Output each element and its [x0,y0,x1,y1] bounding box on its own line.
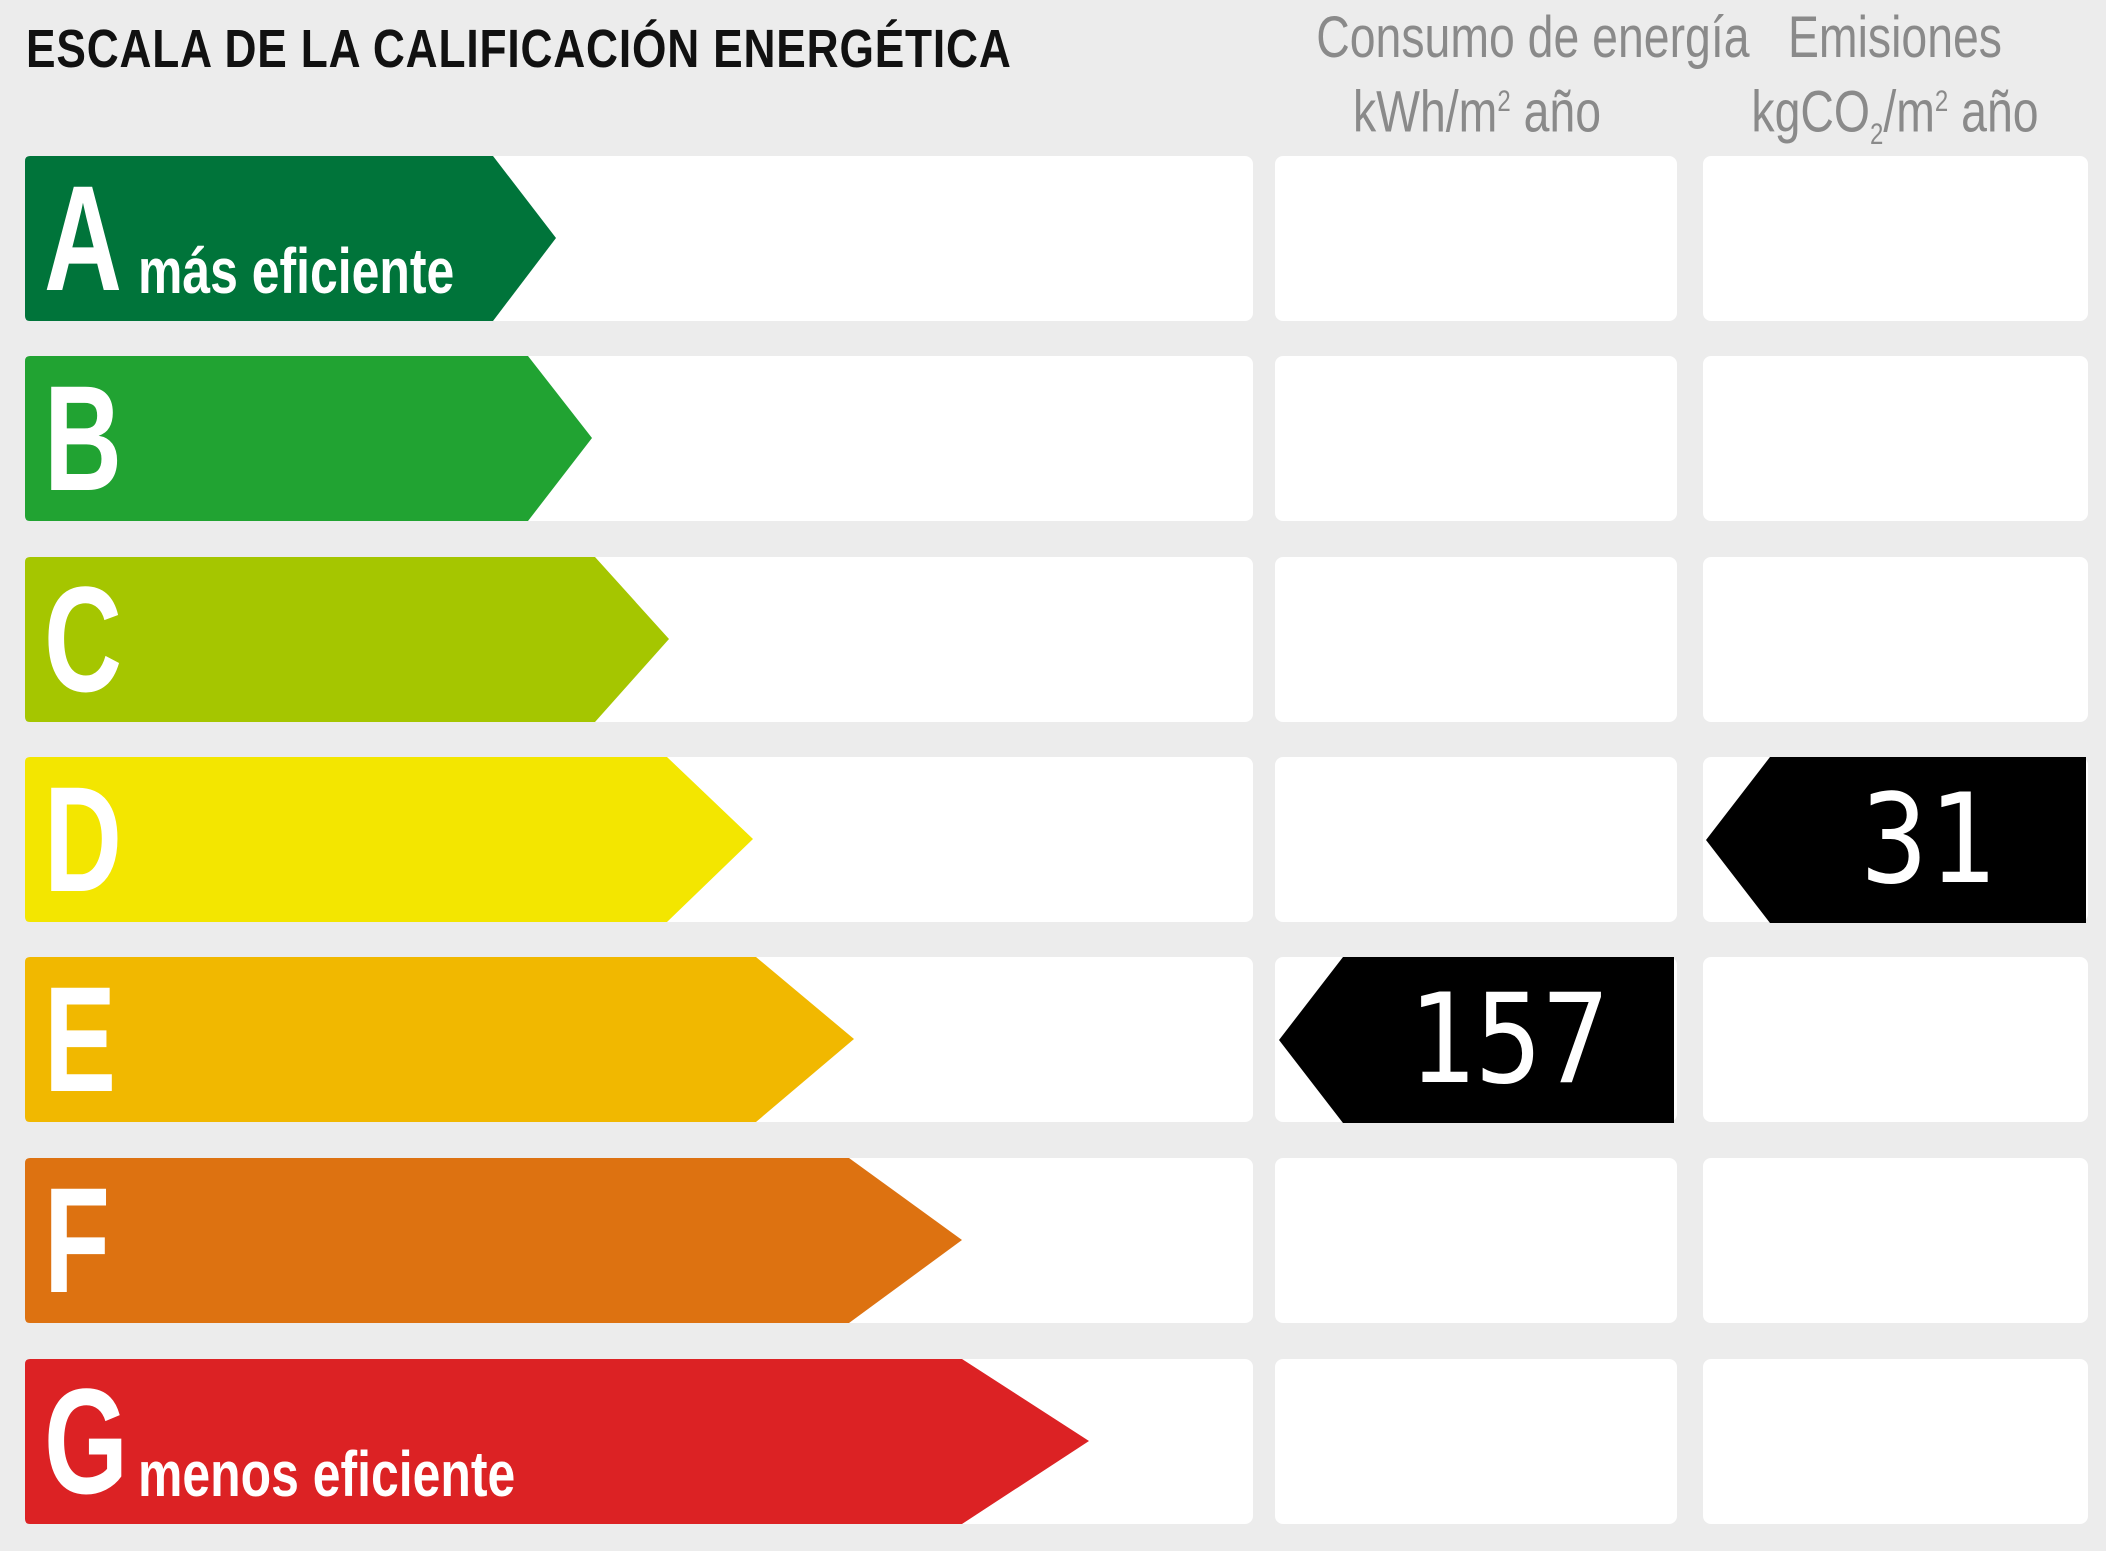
rating-arrow-shape [25,156,556,321]
rating-letter: C [44,555,122,723]
emisiones-cell-B [1703,356,2088,521]
rating-arrow-shape [25,557,669,722]
rating-arrow-D [25,757,753,922]
rating-arrow-F [25,1158,962,1323]
rating-arrow-shape [25,1158,962,1323]
unit-sub: 2 [1870,117,1884,151]
rating-letter: D [44,755,122,923]
unit-text: /m [1883,79,1935,145]
consumo-header-line1: Consumo de energía [1316,5,1750,70]
consumo-header: Consumo de energía kWh/m2 año [1316,5,1750,144]
rating-arrow-shape [25,957,854,1122]
indicator-arrow-shape [1706,757,2086,923]
emisiones-header: Emisiones kgCO2/m2 año [1741,6,2050,167]
consumo-cell-A [1275,156,1677,321]
rating-arrow-C [25,557,669,722]
emisiones-cell-C [1703,557,2088,722]
consumo-cell-F [1275,1158,1677,1323]
emisiones-header-line1: Emisiones [1787,5,2003,70]
page-title: ESCALA DE LA CALIFICACIÓN ENERGÉTICA [26,19,1012,79]
unit-text: kWh/m [1352,79,1498,145]
emisiones-header-unit: kgCO2/m2 año [1741,70,2050,167]
rating-sublabel: menos eficiente [138,1438,516,1510]
unit-sup: 2 [1497,85,1511,118]
indicator-arrow-shape [1279,957,1674,1123]
rating-letter: F [44,1156,110,1324]
unit-text: año [1948,79,2039,145]
rating-arrow-G [25,1359,1089,1524]
consumo-header-unit: kWh/m2 año [1316,70,1638,144]
consumo-cell-C [1275,557,1677,722]
rating-letter: A [44,154,122,322]
emisiones-cell-A [1703,156,2088,321]
rating-letter: G [44,1357,129,1525]
rating-arrow-shape [25,356,592,521]
rating-arrow-shape [25,757,753,922]
emisiones-indicator [1706,757,2086,923]
unit-text: kgCO [1751,79,1871,145]
consumo-cell-D [1275,757,1677,922]
rating-arrow-E [25,957,854,1122]
rating-arrow-A [25,156,556,321]
unit-sup: 2 [1934,85,1949,118]
emisiones-value: 31 [1860,768,1996,912]
rating-letter: B [44,354,122,522]
emisiones-cell-G [1703,1359,2088,1524]
emisiones-cell-F [1703,1158,2088,1323]
consumo-cell-B [1275,356,1677,521]
unit-text: año [1510,79,1601,145]
rating-sublabel: más eficiente [138,235,455,307]
rating-arrow-shape [25,1359,1089,1524]
consumo-value: 157 [1407,968,1610,1112]
rating-letter: E [44,955,117,1123]
rating-arrow-B [25,356,592,521]
consumo-cell-G [1275,1359,1677,1524]
emisiones-cell-E [1703,957,2088,1122]
consumo-indicator [1279,957,1674,1123]
